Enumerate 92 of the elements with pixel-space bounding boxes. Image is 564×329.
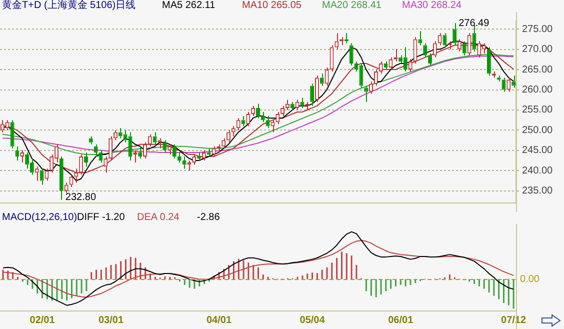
y-tick-label: 255.00 [522, 104, 554, 116]
candlestick [74, 168, 78, 184]
text: MA30 268.24 [402, 0, 462, 12]
candlestick [64, 182, 68, 194]
text: MA20 268.41 [322, 0, 382, 12]
x-tick-label: 04/01 [206, 314, 232, 326]
candlestick [388, 56, 393, 70]
candlestick [15, 146, 20, 162]
candlestick [108, 136, 113, 162]
text: MA10 265.05 [242, 0, 302, 12]
candlestick [172, 144, 176, 160]
candlestick [30, 158, 34, 176]
candlestick [378, 60, 383, 74]
candlestick [448, 40, 452, 50]
candlestick [162, 140, 167, 153]
candlestick [467, 32, 472, 56]
candlestick [222, 138, 226, 149]
candlestick [94, 144, 98, 157]
text: MA5 262.11 [162, 0, 216, 12]
y-tick-label: 260.00 [522, 84, 554, 96]
candlestick [104, 156, 108, 174]
chart-title: 黄金T+D (上海黄金 5106)日线 [1, 0, 137, 12]
candlestick [506, 77, 511, 92]
text: DEA 0.24 [137, 212, 180, 224]
candlestick [192, 154, 196, 166]
candlestick [266, 116, 270, 129]
candlestick [246, 112, 250, 127]
candlestick [79, 154, 84, 176]
candlestick [310, 83, 314, 106]
candlestick [59, 156, 64, 200]
candlestick [182, 156, 186, 170]
candlestick [462, 40, 466, 56]
chart-title: MACD(12,26,10) [1, 212, 78, 224]
y-tick-label: 250.00 [522, 124, 554, 136]
candlestick [152, 132, 157, 145]
candlestick [349, 42, 354, 66]
y-tick-label: 245.00 [522, 145, 554, 156]
candlestick [290, 101, 294, 110]
candlestick [452, 22, 457, 46]
candlestick [432, 40, 437, 58]
text: DIFF -1.20 [77, 212, 126, 224]
candlestick [423, 42, 428, 58]
candlestick [256, 103, 260, 119]
candlestick [315, 75, 319, 102]
candlestick [34, 166, 39, 182]
x-tick-label: 06/01 [388, 314, 414, 326]
y-tick-label: 265.00 [522, 64, 554, 76]
candlestick [88, 136, 93, 145]
annotation: 232.80 [65, 192, 96, 203]
x-tick-label: 05/04 [300, 314, 326, 326]
ref-line-label: 0.00 [520, 274, 540, 285]
candlestick [418, 30, 422, 46]
candlestick [202, 150, 206, 162]
candlestick [138, 146, 142, 160]
candlestick [408, 58, 412, 72]
annotation: 276.49 [458, 18, 490, 29]
candlestick [260, 112, 265, 123]
candlestick [143, 142, 147, 160]
candlestick [330, 44, 334, 72]
candlestick [374, 69, 378, 86]
candlestick [369, 81, 373, 94]
y-tick-label: 275.00 [522, 24, 554, 35]
text: -2.86 [197, 212, 221, 224]
candlestick [168, 144, 172, 155]
candlestick [20, 150, 24, 164]
candlestick [286, 99, 290, 110]
y-tick-label: 240.00 [522, 165, 554, 176]
candlestick [276, 112, 280, 125]
candlestick [10, 120, 14, 149]
candlestick [364, 85, 368, 102]
candlestick [458, 38, 462, 52]
x-tick-label: 07/12 [501, 314, 526, 326]
candlestick [487, 46, 491, 76]
candlestick [438, 32, 442, 46]
candlestick [428, 52, 432, 66]
candlestick [324, 67, 329, 86]
candlestick [177, 152, 182, 164]
candlestick [251, 105, 256, 117]
y-tick-label: 235.00 [522, 186, 554, 197]
candlestick [44, 168, 49, 182]
x-tick-label: 02/01 [30, 314, 56, 326]
x-tick-label: 03/01 [98, 314, 124, 326]
candlestick [114, 130, 118, 141]
candlestick [334, 32, 339, 50]
candlestick [236, 118, 240, 131]
candlestick [148, 134, 152, 147]
candlestick [280, 105, 285, 117]
candlestick [320, 73, 324, 86]
candlestick [295, 99, 300, 110]
candlestick [403, 46, 408, 72]
candlestick [502, 77, 506, 92]
y-tick-label: 270.00 [522, 44, 554, 56]
